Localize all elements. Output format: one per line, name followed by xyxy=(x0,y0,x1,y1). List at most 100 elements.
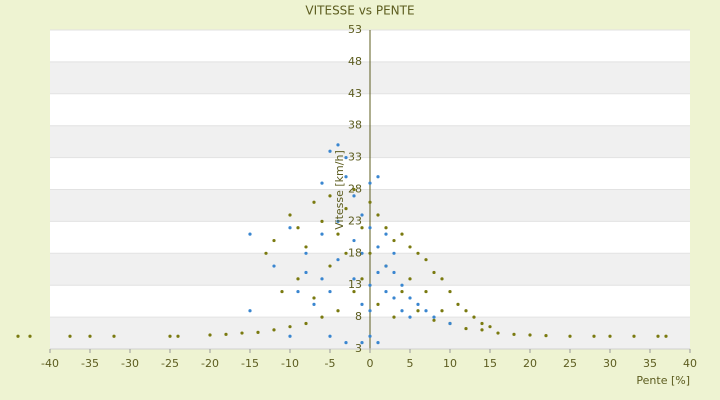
x-tick-label: -15 xyxy=(241,357,259,370)
point xyxy=(568,334,572,338)
y-tick-label: 53 xyxy=(348,23,362,36)
point xyxy=(664,334,668,338)
y-tick-label: 43 xyxy=(348,87,362,100)
point xyxy=(360,302,364,306)
y-tick-label: 38 xyxy=(348,119,362,132)
point xyxy=(256,330,260,335)
point xyxy=(632,334,636,338)
point xyxy=(264,251,268,255)
point xyxy=(368,200,372,204)
point xyxy=(448,321,452,326)
y-tick-label: 28 xyxy=(348,183,362,196)
point xyxy=(320,232,324,236)
point xyxy=(288,325,292,329)
point xyxy=(352,277,356,281)
point xyxy=(328,194,332,198)
point xyxy=(592,334,596,338)
point xyxy=(432,318,436,322)
point xyxy=(392,296,396,300)
point xyxy=(168,334,172,338)
point xyxy=(480,321,484,326)
point xyxy=(488,325,492,329)
point xyxy=(480,328,484,332)
point xyxy=(280,289,284,294)
point xyxy=(384,264,388,268)
point xyxy=(320,315,324,319)
point xyxy=(656,334,660,338)
point xyxy=(368,334,372,338)
x-tick-label: -10 xyxy=(281,357,299,370)
point xyxy=(424,258,428,262)
point xyxy=(360,341,364,345)
x-tick-label: -35 xyxy=(81,357,99,370)
point xyxy=(424,309,428,313)
point xyxy=(416,302,420,306)
point xyxy=(344,207,348,211)
point xyxy=(272,328,276,332)
point xyxy=(416,251,420,255)
point xyxy=(320,219,324,223)
point xyxy=(328,334,332,338)
point xyxy=(376,245,380,249)
point xyxy=(408,315,412,319)
point xyxy=(384,226,388,230)
x-tick-label: 40 xyxy=(683,357,697,370)
y-tick-label: 3 xyxy=(355,342,362,355)
point xyxy=(352,238,356,243)
y-tick-label: 33 xyxy=(348,151,362,164)
x-tick-label: -20 xyxy=(201,357,219,370)
point xyxy=(424,289,428,294)
point xyxy=(376,270,380,275)
point xyxy=(376,175,380,179)
point xyxy=(608,334,612,338)
point xyxy=(312,200,316,204)
x-tick-label: 35 xyxy=(643,357,657,370)
point xyxy=(328,264,332,268)
point xyxy=(400,289,404,294)
point xyxy=(464,309,468,313)
point xyxy=(336,258,340,262)
point xyxy=(336,143,340,147)
point xyxy=(440,277,444,281)
point xyxy=(320,277,324,281)
point xyxy=(288,226,292,230)
point xyxy=(344,156,348,160)
x-tick-label: -40 xyxy=(41,357,59,370)
point xyxy=(408,296,412,300)
point xyxy=(368,283,372,287)
point xyxy=(336,232,340,236)
point xyxy=(304,251,308,255)
point xyxy=(312,302,316,306)
point xyxy=(376,341,380,345)
point xyxy=(304,321,308,326)
point xyxy=(312,296,316,300)
x-axis-label: Pente [%] xyxy=(636,374,690,387)
point xyxy=(368,309,372,313)
x-tick-label: -30 xyxy=(121,357,139,370)
point xyxy=(112,334,116,338)
point xyxy=(288,334,292,338)
point xyxy=(352,289,356,294)
x-tick-label: 0 xyxy=(367,357,374,370)
point xyxy=(432,270,436,275)
point xyxy=(416,309,420,313)
point xyxy=(28,334,32,338)
x-tick-label: 10 xyxy=(443,357,457,370)
point xyxy=(240,331,244,335)
x-tick-label: -5 xyxy=(325,357,336,370)
point xyxy=(224,332,228,336)
point xyxy=(328,149,332,153)
point xyxy=(392,315,396,319)
x-tick-label: 20 xyxy=(523,357,537,370)
point xyxy=(408,245,412,249)
point xyxy=(296,277,300,281)
x-tick-label: 30 xyxy=(603,357,617,370)
point xyxy=(440,309,444,313)
point xyxy=(544,334,548,338)
point xyxy=(400,283,404,287)
y-tick-label: 48 xyxy=(348,55,362,68)
point xyxy=(360,251,364,255)
point xyxy=(472,315,476,319)
point xyxy=(368,226,372,230)
point xyxy=(304,270,308,275)
